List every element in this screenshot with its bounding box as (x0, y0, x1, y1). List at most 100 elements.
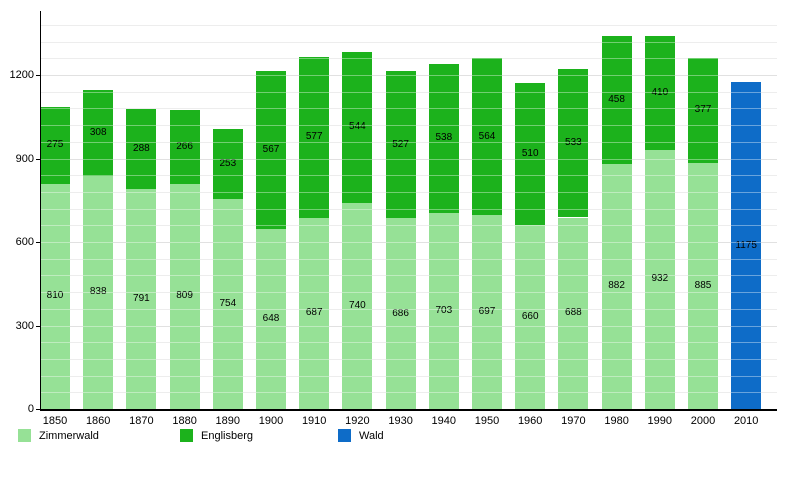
bar-segment-zimmerwald-1970: 688 (558, 217, 589, 409)
bar-value-label: 882 (608, 280, 625, 292)
bar-segment-englisberg-1920: 544 (342, 51, 373, 203)
legend-label-wald: Wald (359, 430, 384, 442)
bar-value-label: 809 (176, 290, 193, 302)
bar-segment-englisberg-2000: 377 (688, 57, 718, 163)
gridline-overlay (41, 75, 777, 76)
bar-value-label: 791 (133, 292, 150, 304)
bar-value-label: 377 (694, 104, 712, 116)
bar-value-label: 564 (478, 130, 496, 142)
bar-segment-englisberg-1980: 458 (601, 36, 632, 164)
bar-value-label: 266 (176, 140, 193, 152)
bar-segment-englisberg-1910: 577 (299, 57, 330, 218)
y-axis-label: 1200 (9, 69, 34, 81)
bar-value-label: 533 (565, 137, 582, 149)
bar-segment-englisberg-1900: 567 (256, 70, 286, 229)
bar-value-label: 687 (305, 307, 323, 319)
bar-segment-zimmerwald-1860: 838 (83, 175, 114, 409)
bar-segment-zimmerwald-1910: 687 (299, 217, 330, 409)
gridline-overlay (41, 158, 777, 160)
bar-segment-zimmerwald-2000: 885 (688, 162, 718, 409)
bar-segment-englisberg-1930: 527 (385, 71, 416, 219)
y-axis-tick (36, 158, 40, 160)
bar-value-label: 885 (694, 279, 712, 291)
bar-value-label: 308 (89, 126, 107, 138)
bar-segment-zimmerwald-1950: 697 (472, 215, 502, 409)
bar-segment-englisberg-1850: 275 (40, 107, 70, 184)
bar-segment-englisberg-1860: 308 (83, 90, 114, 176)
gridline-overlay (41, 108, 777, 110)
bar-value-label: 686 (392, 307, 409, 319)
gridline-overlay (41, 342, 777, 344)
legend-label-englisberg: Englisberg (201, 430, 253, 442)
gridline-overlay (41, 325, 777, 327)
bar-value-label: 697 (478, 306, 496, 317)
bar-value-label: 932 (651, 273, 669, 285)
bar-value-label: 275 (46, 139, 64, 151)
legend-swatch-englisberg (180, 429, 193, 442)
gridline-overlay (41, 258, 777, 260)
x-axis-label-1930: 1930 (388, 415, 413, 427)
bar-value-label: 660 (521, 311, 539, 323)
bar-segment-zimmerwald-1890: 754 (212, 199, 243, 409)
bar-value-label: 810 (46, 290, 64, 302)
legend-swatch-wald (338, 429, 351, 442)
x-axis (40, 409, 777, 411)
gridline (41, 24, 777, 26)
gridline-overlay (41, 191, 777, 193)
bar-segment-zimmerwald-1960: 660 (515, 225, 546, 409)
gridline-overlay (41, 208, 777, 210)
bar-segment-zimmerwald-1980: 882 (601, 163, 632, 409)
x-axis-label-1940: 1940 (431, 415, 457, 427)
chart-legend: Zimmerwald Englisberg Wald (0, 429, 795, 445)
bar-value-label: 544 (349, 121, 366, 133)
y-axis-tick (36, 409, 40, 410)
gridline-overlay (41, 392, 777, 394)
bar-segment-zimmerwald-1920: 740 (342, 203, 373, 409)
x-axis-label-1860: 1860 (85, 415, 111, 427)
bar-value-label: 838 (89, 286, 107, 298)
bar-value-label: 740 (349, 300, 366, 311)
gridline-overlay (41, 308, 777, 310)
legend-label-zimmerwald: Zimmerwald (39, 430, 99, 442)
bar-segment-englisberg-1870: 288 (126, 108, 157, 189)
x-axis-label-2000: 2000 (690, 415, 716, 427)
bar-segment-englisberg-1940: 538 (428, 63, 459, 214)
x-axis-label-1990: 1990 (647, 415, 673, 427)
bar-value-label: 567 (262, 143, 280, 155)
bar-segment-zimmerwald-1870: 791 (126, 188, 157, 409)
y-axis-tick (36, 325, 40, 327)
bar-segment-zimmerwald-1850: 810 (40, 183, 70, 409)
gridline-overlay (41, 125, 777, 127)
legend-swatch-zimmerwald (18, 429, 31, 442)
x-axis-label-1850: 1850 (42, 415, 68, 427)
gridline-overlay (41, 225, 777, 227)
x-axis-label-1920: 1920 (345, 415, 370, 427)
gridline-overlay (41, 41, 777, 43)
y-axis-label: 0 (27, 403, 34, 415)
gridline (41, 58, 777, 60)
x-axis-label-1980: 1980 (604, 415, 629, 427)
y-axis-label: 600 (15, 236, 34, 248)
x-axis-label-1900: 1900 (258, 415, 284, 427)
bar-value-label: 410 (651, 86, 669, 98)
gridline-overlay (41, 141, 777, 143)
bar-segment-zimmerwald-1990: 932 (644, 149, 675, 409)
bar-value-label: 688 (565, 307, 582, 319)
bar-segment-zimmerwald-1930: 686 (385, 218, 416, 409)
bar-segment-englisberg-1890: 253 (212, 128, 243, 200)
x-axis-label-1950: 1950 (474, 415, 500, 427)
gridline (41, 41, 777, 43)
bar-segment-zimmerwald-1940: 703 (428, 213, 459, 409)
x-axis-label-1870: 1870 (129, 415, 154, 427)
y-axis-label: 900 (15, 152, 34, 165)
x-axis-label-2010: 2010 (733, 415, 759, 427)
y-axis-label: 300 (15, 319, 34, 332)
gridline-overlay (41, 175, 777, 177)
bar-value-label: 288 (133, 142, 150, 154)
y-axis (40, 11, 41, 410)
y-axis-tick (36, 75, 40, 76)
bar-segment-englisberg-1970: 533 (558, 69, 589, 218)
bar-value-label: 527 (392, 138, 409, 150)
bar-segment-zimmerwald-1900: 648 (256, 228, 286, 409)
